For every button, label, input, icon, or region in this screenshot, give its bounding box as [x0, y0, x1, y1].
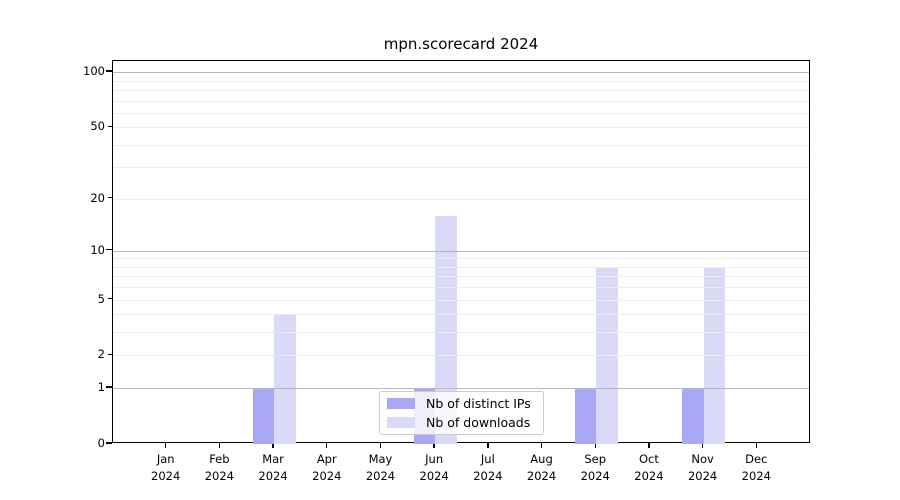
y-tick-mark-2	[108, 353, 112, 356]
legend: Nb of distinct IPs Nb of downloads	[379, 391, 544, 435]
x-tick-label-aug: Aug 2024	[510, 451, 574, 484]
x-tick-label-line: Feb	[209, 452, 230, 466]
x-tick-label-jun: Jun 2024	[402, 451, 466, 484]
x-tick-mark-jul	[487, 442, 489, 448]
x-tick-label-line: Mar	[262, 452, 284, 466]
x-tick-mark-sep	[594, 442, 596, 448]
x-tick-mark-nov	[701, 442, 704, 448]
x-tick-label-line: Oct	[638, 452, 659, 466]
x-tick-mark-aug	[540, 442, 543, 448]
plot-area	[112, 60, 810, 444]
x-tick-label-apr: Apr 2024	[295, 451, 359, 484]
chart-title: mpn.scorecard 2024	[383, 35, 539, 53]
gridline-1	[113, 388, 809, 390]
x-tick-mark-oct	[648, 442, 650, 448]
legend-entry-distinct-ips: Nb of distinct IPs	[387, 396, 536, 411]
x-tick-label-line: 2024	[151, 468, 181, 483]
x-tick-label-line: 2024	[580, 468, 610, 483]
gridline-40	[113, 144, 809, 146]
x-tick-mark-jan	[164, 442, 167, 448]
gridline-7	[113, 276, 809, 278]
y-tick-mark-100	[106, 70, 112, 72]
x-tick-mark-jun	[433, 442, 435, 448]
gridline-5	[113, 299, 809, 301]
x-tick-label-nov: Nov 2024	[671, 451, 735, 484]
x-tick-label-jan: Jan 2024	[134, 451, 198, 484]
x-tick-label-may: May 2024	[348, 451, 412, 484]
x-tick-label-jul: Jul 2024	[456, 451, 520, 484]
bar-distinct-ips-sep	[574, 388, 597, 444]
gridline-50	[113, 127, 809, 129]
x-tick-label-sep: Sep 2024	[563, 451, 627, 484]
x-tick-label-line: 2024	[526, 468, 557, 483]
y-tick-label-100: 100	[83, 64, 105, 79]
y-tick-label-2: 2	[97, 347, 105, 362]
x-tick-mark-may	[379, 442, 382, 448]
y-tick-mark-10	[106, 249, 112, 251]
x-tick-label-line: Jan	[156, 452, 175, 466]
bar-downloads-jun	[435, 215, 457, 444]
gridline-20	[113, 198, 809, 200]
y-tick-label-1: 1	[97, 380, 105, 395]
legend-swatch-downloads	[387, 417, 415, 428]
x-tick-mark-feb	[218, 442, 221, 448]
x-tick-label-feb: Feb 2024	[187, 451, 251, 484]
x-tick-label-line: Nov	[691, 452, 714, 466]
x-tick-label-oct: Oct 2024	[617, 451, 681, 484]
x-tick-label-line: 2024	[473, 468, 503, 483]
y-tick-label-20: 20	[90, 190, 105, 205]
x-tick-mark-apr	[326, 442, 328, 448]
x-tick-label-line: 2024	[258, 468, 288, 483]
gridline-30	[113, 167, 809, 169]
gridline-10	[113, 250, 809, 252]
x-tick-label-line: 2024	[312, 468, 342, 483]
y-tick-label-5: 5	[97, 291, 105, 306]
gridline-60	[113, 112, 809, 114]
x-tick-label-line: 2024	[204, 468, 235, 483]
y-tick-label-0: 0	[97, 436, 105, 450]
bar-downloads-mar	[274, 314, 296, 444]
legend-label-downloads: Nb of downloads	[426, 415, 531, 430]
x-tick-label-line: 2024	[419, 468, 449, 483]
y-tick-mark-0	[106, 442, 112, 444]
x-tick-label-dec: Dec 2024	[724, 451, 788, 484]
x-tick-label-line: Dec	[745, 452, 768, 466]
y-tick-label-10: 10	[90, 242, 105, 257]
gridline-70	[113, 100, 809, 102]
x-tick-label-line: May	[368, 452, 393, 466]
x-tick-label-line: Jun	[425, 452, 444, 466]
gridline-2	[113, 355, 809, 357]
gridline-9	[113, 258, 809, 260]
gridline-6	[113, 287, 809, 289]
legend-entry-downloads: Nb of downloads	[387, 415, 536, 430]
x-tick-label-line: Jul	[480, 452, 495, 466]
gridline-4	[113, 314, 809, 316]
y-tick-mark-20	[108, 197, 112, 199]
grid-layer	[113, 61, 809, 442]
bar-distinct-ips-nov	[682, 388, 704, 444]
x-tick-label-line: Apr	[316, 452, 337, 466]
x-tick-mark-dec	[755, 442, 757, 448]
x-tick-label-line: 2024	[365, 468, 396, 483]
y-tick-mark-1	[106, 386, 112, 388]
legend-swatch-distinct-ips	[387, 398, 415, 409]
bar-distinct-ips-mar	[252, 388, 275, 444]
gridline-3	[113, 332, 809, 334]
x-tick-label-line: 2024	[741, 468, 771, 483]
legend-label-distinct-ips: Nb of distinct IPs	[426, 396, 531, 411]
gridline-100	[113, 72, 809, 74]
x-tick-mark-mar	[272, 442, 274, 448]
x-tick-label-mar: Mar 2024	[241, 451, 305, 484]
y-tick-mark-5	[108, 297, 112, 300]
y-tick-label-50: 50	[90, 119, 105, 134]
gridline-8	[113, 266, 809, 268]
gridline-90	[113, 80, 809, 82]
x-tick-label-line: 2024	[634, 468, 664, 483]
x-tick-label-line: Aug	[530, 452, 553, 466]
x-tick-label-line: 2024	[687, 468, 718, 483]
x-tick-label-line: Sep	[584, 452, 607, 466]
y-tick-mark-50	[108, 125, 112, 127]
gridline-80	[113, 89, 809, 91]
